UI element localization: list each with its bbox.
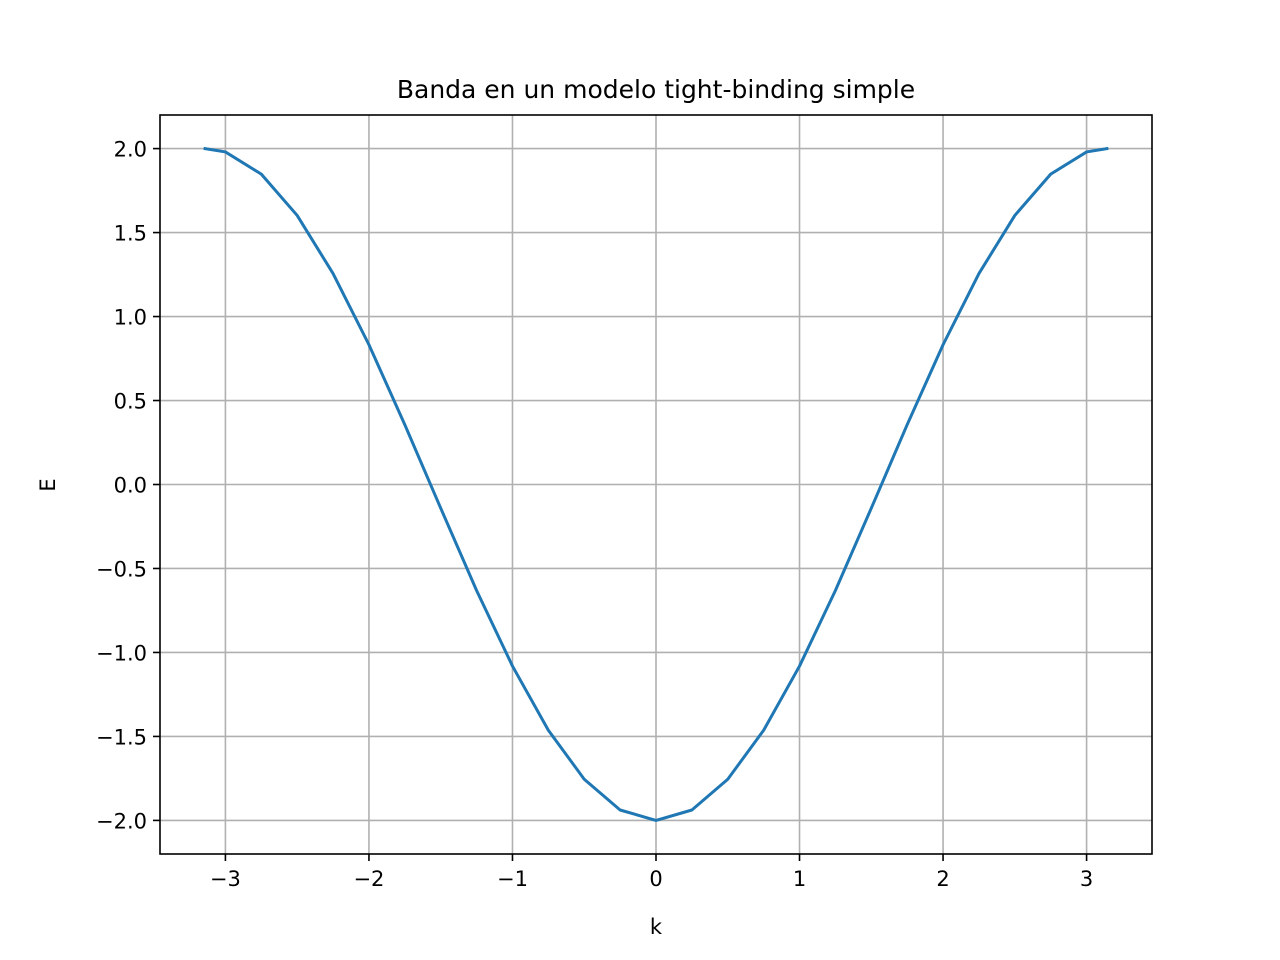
x-tick-label: 0 [649,867,662,891]
x-tick-label: −1 [497,867,528,891]
x-tick-label: −3 [210,867,241,891]
chart-title: Banda en un modelo tight-binding simple [397,75,915,104]
y-tick-label: 2.0 [114,138,147,162]
y-tick-label: −1.0 [96,641,147,665]
x-tick-label: 1 [793,867,806,891]
y-tick-label: 0.5 [114,390,147,414]
y-axis-label: E [36,478,60,491]
x-axis-label: k [650,915,663,939]
y-tick-label: 1.0 [114,306,147,330]
y-tick-label: 1.5 [114,222,147,246]
x-tick-label: 3 [1080,867,1093,891]
y-tick-label: −2.0 [96,809,147,833]
series-layer [203,146,1109,822]
grid-lines [160,115,1152,854]
y-tick-label: 0.0 [114,474,147,498]
x-tick-label: −2 [353,867,384,891]
axis-ticks: −3 −2 −1 0 1 2 3 −2.0 −1.5 −1.0 −0.5 0.0 0.5 1.0 1.5 2.… [96,138,1093,891]
y-tick-label: −0.5 [96,557,147,581]
y-tick-label: −1.5 [96,725,147,749]
series-line [203,146,1109,822]
x-tick-label: 2 [936,867,949,891]
